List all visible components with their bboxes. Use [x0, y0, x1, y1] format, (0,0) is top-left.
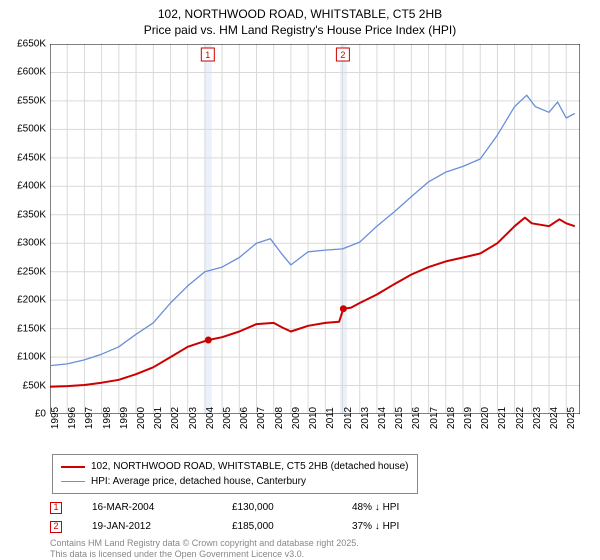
- x-tick-label: 2008: [274, 407, 285, 429]
- y-tick-label: £600K: [17, 67, 46, 78]
- y-tick-label: £0: [35, 409, 46, 420]
- x-tick-label: 2011: [325, 407, 336, 429]
- sale-date: 19-JAN-2012: [92, 517, 202, 536]
- y-tick-label: £450K: [17, 152, 46, 163]
- y-tick-label: £650K: [17, 39, 46, 50]
- y-tick-label: £400K: [17, 181, 46, 192]
- y-tick-label: £150K: [17, 323, 46, 334]
- legend-label: HPI: Average price, detached house, Cant…: [91, 474, 306, 489]
- sale-date: 16-MAR-2004: [92, 498, 202, 517]
- x-tick-label: 2018: [446, 407, 457, 429]
- marker-box: 2: [50, 521, 62, 533]
- x-tick-label: 2024: [549, 407, 560, 429]
- table-row: 2 19-JAN-2012 £185,000 37% ↓ HPI: [50, 517, 442, 536]
- sale-price: £130,000: [232, 498, 322, 517]
- svg-text:1: 1: [205, 50, 210, 60]
- sale-hpi-diff: 48% ↓ HPI: [352, 498, 442, 517]
- y-tick-label: £250K: [17, 266, 46, 277]
- chart-title: 102, NORTHWOOD ROAD, WHITSTABLE, CT5 2HB…: [0, 0, 600, 38]
- x-tick-label: 2012: [343, 407, 354, 429]
- x-tick-label: 2020: [480, 407, 491, 429]
- x-tick-label: 2019: [463, 407, 474, 429]
- y-tick-label: £50K: [23, 380, 46, 391]
- svg-text:2: 2: [340, 50, 345, 60]
- title-line-2: Price paid vs. HM Land Registry's House …: [0, 22, 600, 38]
- footer-line-1: Contains HM Land Registry data © Crown c…: [50, 538, 359, 549]
- footer-line-2: This data is licensed under the Open Gov…: [50, 549, 359, 560]
- legend: 102, NORTHWOOD ROAD, WHITSTABLE, CT5 2HB…: [52, 454, 418, 494]
- x-tick-label: 2023: [532, 407, 543, 429]
- legend-item: HPI: Average price, detached house, Cant…: [61, 474, 409, 489]
- x-tick-label: 2002: [170, 407, 181, 429]
- legend-swatch: [61, 481, 85, 482]
- x-tick-label: 2003: [188, 407, 199, 429]
- legend-label: 102, NORTHWOOD ROAD, WHITSTABLE, CT5 2HB…: [91, 459, 409, 474]
- legend-swatch: [61, 466, 85, 468]
- x-tick-label: 2016: [411, 407, 422, 429]
- x-tick-label: 1997: [84, 407, 95, 429]
- legend-item: 102, NORTHWOOD ROAD, WHITSTABLE, CT5 2HB…: [61, 459, 409, 474]
- x-tick-label: 2021: [497, 407, 508, 429]
- table-row: 1 16-MAR-2004 £130,000 48% ↓ HPI: [50, 498, 442, 517]
- x-tick-label: 2014: [377, 407, 388, 429]
- chart-svg: 12: [50, 44, 580, 414]
- attribution-footer: Contains HM Land Registry data © Crown c…: [50, 538, 359, 560]
- y-tick-label: £100K: [17, 352, 46, 363]
- sale-price: £185,000: [232, 517, 322, 536]
- x-tick-label: 2009: [291, 407, 302, 429]
- y-tick-label: £500K: [17, 124, 46, 135]
- x-tick-label: 1995: [50, 407, 61, 429]
- x-tick-label: 2005: [222, 407, 233, 429]
- x-tick-label: 1998: [102, 407, 113, 429]
- marker-box: 1: [50, 502, 62, 514]
- sales-table: 1 16-MAR-2004 £130,000 48% ↓ HPI 2 19-JA…: [50, 498, 442, 536]
- chart-area: 12 £0£50K£100K£150K£200K£250K£300K£350K£…: [50, 44, 580, 414]
- y-tick-label: £200K: [17, 295, 46, 306]
- y-tick-label: £350K: [17, 209, 46, 220]
- x-tick-label: 2010: [308, 407, 319, 429]
- x-tick-label: 2007: [256, 407, 267, 429]
- sale-hpi-diff: 37% ↓ HPI: [352, 517, 442, 536]
- x-tick-label: 2000: [136, 407, 147, 429]
- title-line-1: 102, NORTHWOOD ROAD, WHITSTABLE, CT5 2HB: [0, 6, 600, 22]
- x-tick-label: 2025: [566, 407, 577, 429]
- x-tick-label: 2015: [394, 407, 405, 429]
- x-tick-label: 2013: [360, 407, 371, 429]
- y-tick-label: £300K: [17, 238, 46, 249]
- x-tick-label: 2022: [515, 407, 526, 429]
- x-tick-label: 2004: [205, 407, 216, 429]
- x-tick-label: 1996: [67, 407, 78, 429]
- y-tick-label: £550K: [17, 95, 46, 106]
- x-tick-label: 2006: [239, 407, 250, 429]
- x-tick-label: 2001: [153, 407, 164, 429]
- chart-container: 102, NORTHWOOD ROAD, WHITSTABLE, CT5 2HB…: [0, 0, 600, 560]
- x-tick-label: 2017: [429, 407, 440, 429]
- x-tick-label: 1999: [119, 407, 130, 429]
